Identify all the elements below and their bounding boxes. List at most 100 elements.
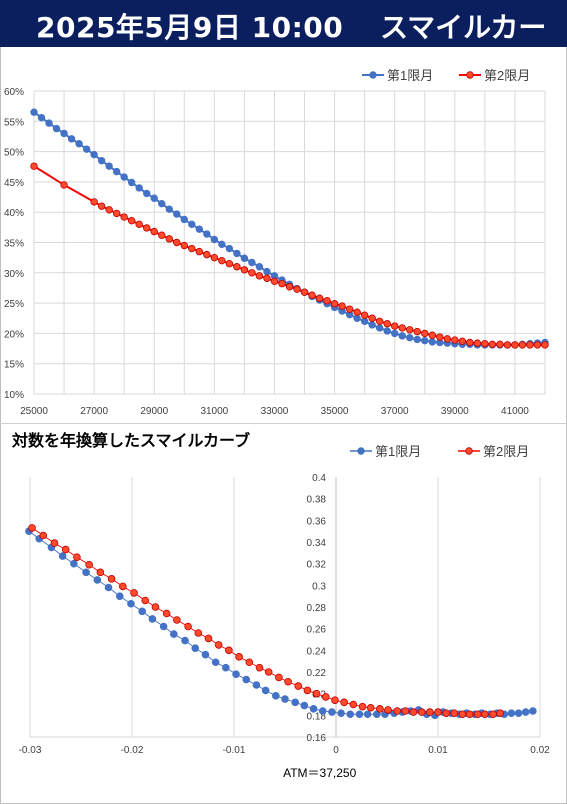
series-point-1: [195, 225, 204, 233]
series-point-2: [120, 213, 128, 221]
series-point-2: [264, 668, 273, 676]
log-smile-curve-chart: 0.160.180.20.220.240.260.280.30.320.340.…: [19, 444, 551, 780]
series-point-1: [60, 129, 68, 138]
y-tick-label: 0.26: [307, 625, 327, 636]
series-point-2: [308, 291, 316, 299]
series-point-2: [233, 263, 241, 271]
series-point-2: [141, 596, 150, 605]
series-point-1: [120, 173, 128, 181]
series-point-1: [203, 230, 211, 238]
series-point-2: [488, 340, 497, 349]
series-point-2: [349, 700, 358, 709]
y-tick-label: 0.34: [307, 538, 327, 549]
series-point-2: [409, 708, 418, 716]
series-point-2: [321, 693, 330, 701]
series-point-2: [465, 710, 474, 719]
legend-label-1: 第1限月: [375, 444, 421, 459]
series-point-1: [158, 200, 166, 208]
series-point-1: [233, 249, 241, 258]
series-line-2: [31, 527, 501, 715]
series-point-2: [533, 341, 542, 349]
series-point-2: [466, 338, 474, 347]
x-tick-label: 31000: [200, 406, 228, 417]
series-point-1: [112, 167, 121, 176]
series-point-2: [331, 696, 339, 704]
series-point-2: [112, 209, 121, 218]
series-point-2: [481, 710, 489, 719]
series-point-1: [211, 658, 220, 667]
x-tick-label: 0: [333, 745, 339, 756]
series-point-1: [355, 710, 364, 719]
series-point-2: [158, 231, 166, 239]
series-point-2: [173, 616, 181, 624]
series-point-2: [458, 337, 467, 345]
series-point-2: [194, 629, 203, 637]
series-point-2: [496, 340, 504, 349]
x-tick-label: 33000: [261, 406, 289, 417]
series-point-2: [358, 702, 367, 711]
series-point-1: [240, 254, 249, 262]
series-point-2: [366, 703, 375, 712]
log-chart-title: 対数を年換算したスマイルカーブ: [12, 431, 251, 450]
series-point-2: [473, 339, 482, 347]
series-point-2: [151, 603, 160, 611]
series-point-2: [294, 682, 303, 690]
legend-marker-1: [357, 447, 365, 455]
series-point-2: [481, 340, 489, 348]
series-point-2: [188, 244, 196, 253]
series-point-2: [417, 708, 426, 716]
series-point-1: [138, 607, 147, 616]
y-tick-label: 45%: [4, 178, 24, 189]
series-point-1: [181, 636, 189, 645]
series-point-1: [127, 599, 135, 608]
series-point-2: [489, 710, 497, 719]
series-point-2: [426, 708, 434, 716]
series-point-1: [191, 644, 200, 652]
x-tick-label: -0.03: [19, 745, 42, 756]
series-point-1: [252, 681, 261, 689]
series-point-2: [518, 341, 527, 349]
series-point-2: [345, 305, 354, 313]
series-point-2: [180, 241, 188, 250]
series-point-1: [309, 705, 318, 713]
series-point-1: [261, 686, 270, 695]
series-point-1: [30, 108, 38, 116]
series-point-1: [165, 205, 173, 213]
series-point-2: [61, 545, 70, 554]
series-point-1: [75, 140, 83, 148]
series-point-2: [225, 646, 233, 655]
series-point-1: [368, 321, 376, 329]
series-point-2: [450, 709, 459, 717]
series-point-1: [173, 210, 181, 218]
series-point-2: [85, 560, 93, 569]
y-tick-label: 0.16: [307, 733, 327, 744]
series-point-1: [421, 336, 429, 345]
series-point-1: [148, 615, 157, 623]
series-point-2: [275, 673, 283, 682]
series-point-1: [82, 145, 91, 153]
series-point-2: [97, 202, 106, 210]
series-point-1: [413, 335, 421, 344]
series-point-2: [248, 269, 256, 277]
x-tick-label: -0.01: [223, 745, 246, 756]
series-point-1: [82, 568, 90, 577]
series-point-2: [360, 311, 369, 319]
series-point-2: [165, 235, 173, 243]
y-tick-label: 30%: [4, 269, 24, 280]
series-point-2: [255, 663, 264, 672]
series-point-1: [318, 707, 327, 715]
series-point-1: [218, 240, 226, 249]
series-point-2: [421, 329, 429, 338]
x-tick-label: 41000: [501, 406, 529, 417]
series-point-2: [458, 710, 467, 719]
series-point-2: [255, 272, 264, 280]
series-point-1: [291, 698, 300, 707]
series-point-2: [303, 686, 312, 695]
series-point-2: [195, 247, 204, 256]
series-point-2: [300, 288, 309, 296]
header-title: スマイルカーブ: [380, 11, 547, 84]
y-tick-label: 0.22: [307, 668, 327, 679]
x-tick-label: 37000: [381, 406, 409, 417]
y-tick-label: 10%: [4, 390, 24, 401]
header-bar: 2025年5月9日 10:00 スマイルカーブ: [0, 0, 567, 84]
